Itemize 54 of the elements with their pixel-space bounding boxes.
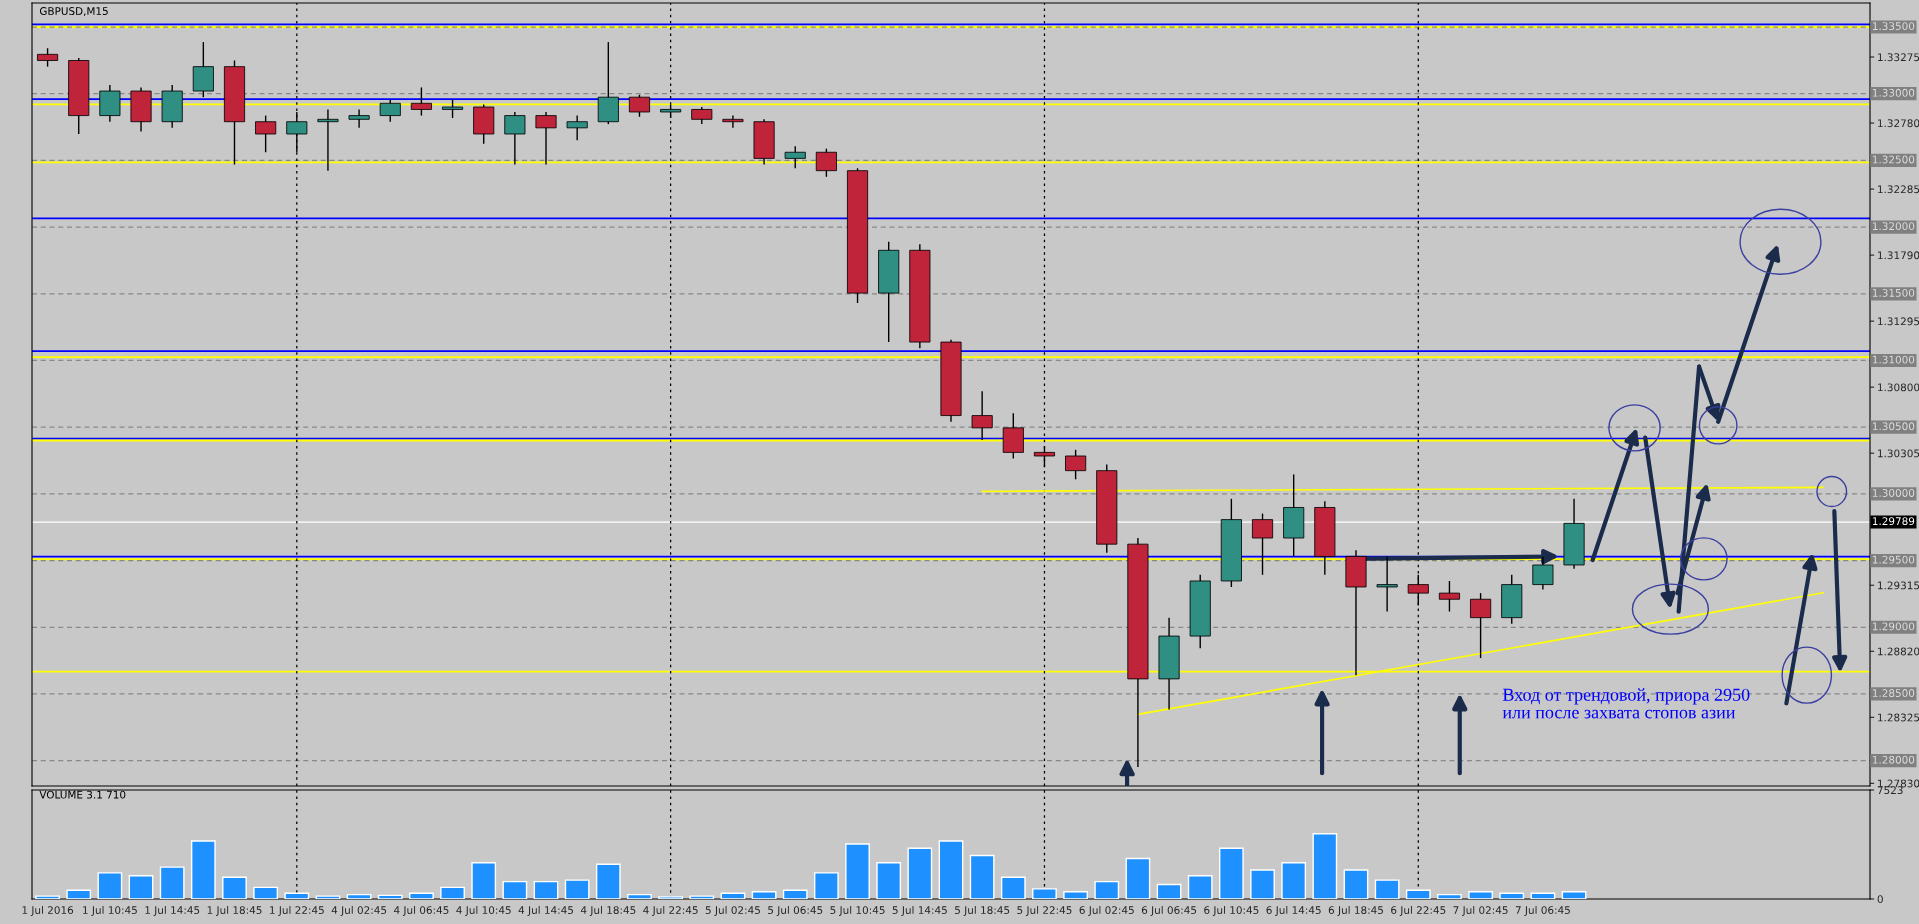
x-tick-label: 4 Jul 18:45 <box>580 905 636 916</box>
x-tick-label: 7 Jul 06:45 <box>1515 905 1570 916</box>
y-tick-label: 7523 <box>1877 786 1903 795</box>
y-tick-label: 1.31790 <box>1878 251 1919 260</box>
x-tick-label: 6 Jul 18:45 <box>1328 905 1383 916</box>
x-tick-label: 5 Jul 02:45 <box>705 905 760 916</box>
x-tick-label: 4 Jul 02:45 <box>331 905 387 916</box>
x-tick-label: 4 Jul 10:45 <box>456 905 511 916</box>
ref-line-label: 1.32000 <box>1872 222 1915 231</box>
x-tick-label: 5 Jul 22:45 <box>1017 905 1072 916</box>
ref-line-label: 1.28500 <box>1872 689 1915 697</box>
y-tick-label: 1.31295 <box>1878 317 1919 326</box>
y-tick-label: 1.27830 <box>1878 779 1919 788</box>
ref-line-label: 1.30500 <box>1872 422 1915 431</box>
x-tick-label: 1 Jul 2016 <box>22 905 74 916</box>
x-tick-label: 5 Jul 10:45 <box>830 905 885 916</box>
x-tick-label: 6 Jul 02:45 <box>1079 905 1134 916</box>
ref-line-label: 1.32500 <box>1872 155 1915 164</box>
x-tick-label: 4 Jul 22:45 <box>643 905 698 916</box>
ref-line-label: 1.28000 <box>1872 755 1915 764</box>
x-tick-label: 4 Jul 06:45 <box>394 905 449 916</box>
x-tick-label: 4 Jul 14:45 <box>518 905 574 916</box>
y-tick-label: 1.29315 <box>1878 581 1919 590</box>
ref-line-label: 1.29789 <box>1872 517 1915 526</box>
y-tick-label: 1.30800 <box>1878 383 1919 392</box>
y-tick-label: 1.33275 <box>1878 53 1919 62</box>
y-tick-label: 1.32780 <box>1878 119 1919 128</box>
y-tick-label: 1.32285 <box>1878 185 1919 194</box>
y-tick-label: 1.28820 <box>1878 647 1919 656</box>
x-tick-label: 1 Jul 10:45 <box>83 905 137 916</box>
ref-line-label: 1.31500 <box>1872 288 1915 297</box>
ref-line-label: 1.31000 <box>1872 355 1915 364</box>
x-tick-label: 6 Jul 10:45 <box>1204 905 1259 916</box>
x-tick-label: 5 Jul 06:45 <box>768 905 823 916</box>
ref-line-label: 1.29500 <box>1872 555 1915 564</box>
chart-title: GBPUSD,M15 <box>39 7 108 17</box>
x-tick-label: 6 Jul 14:45 <box>1266 905 1321 916</box>
x-tick-label: 5 Jul 14:45 <box>892 905 947 916</box>
y-tick-label: 0 <box>1877 895 1883 904</box>
chart-title: VOLUME 3.1 710 <box>39 790 126 799</box>
x-tick-label: 7 Jul 02:45 <box>1453 905 1508 916</box>
annotation: Вход от трендовой, приора 2950 или после захвата стопов азии <box>1502 688 1750 719</box>
x-tick-label: 6 Jul 06:45 <box>1141 905 1197 916</box>
ref-line-label: 1.33000 <box>1872 88 1915 97</box>
x-tick-label: 1 Jul 18:45 <box>207 905 262 916</box>
y-tick-label: 1.30305 <box>1878 449 1919 458</box>
ref-line-label: 1.29000 <box>1872 622 1915 631</box>
x-tick-label: 1 Jul 14:45 <box>145 905 200 916</box>
x-tick-label: 1 Jul 22:45 <box>270 905 324 916</box>
ref-line-label: 1.33500 <box>1872 22 1915 31</box>
ref-line-label: 1.30000 <box>1872 489 1915 497</box>
x-tick-label: 6 Jul 22:45 <box>1391 905 1446 916</box>
x-tick-label: 5 Jul 18:45 <box>955 905 1010 916</box>
y-tick-label: 1.28325 <box>1878 713 1919 722</box>
